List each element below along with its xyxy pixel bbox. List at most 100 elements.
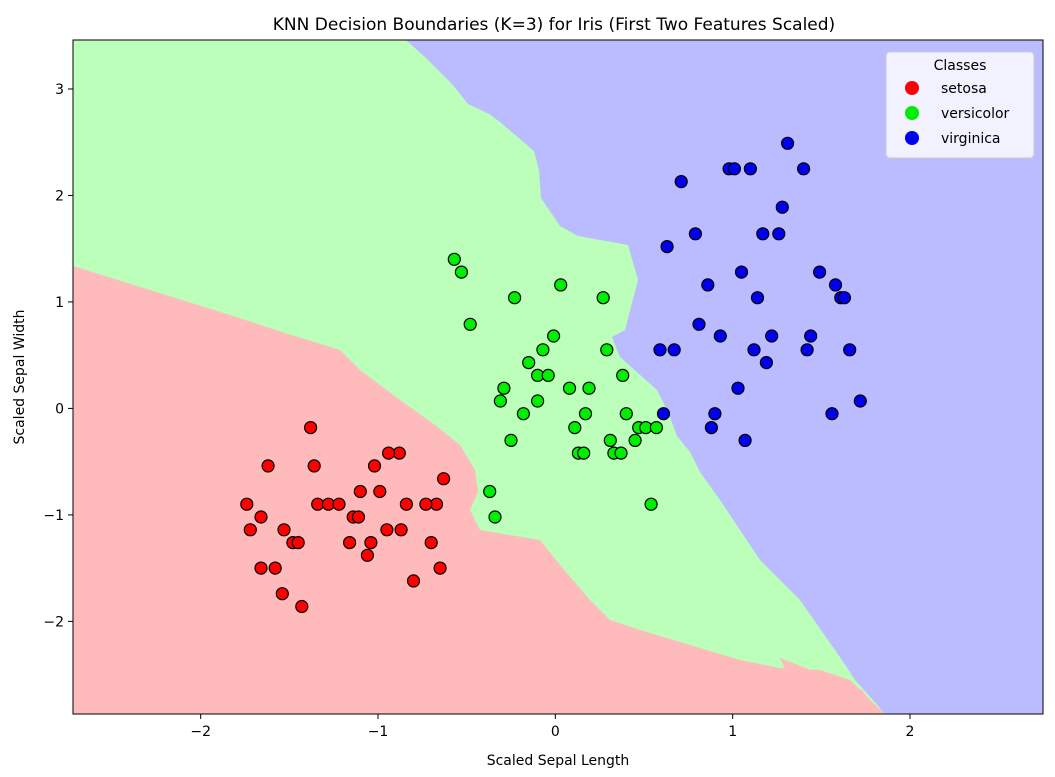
point-setosa-22 — [394, 523, 408, 537]
point-virginica-15 — [828, 278, 843, 292]
point-virginica-24 — [747, 343, 761, 357]
legend-marker-virginica — [905, 131, 919, 145]
point-versicolor-9 — [600, 343, 614, 357]
point-setosa-1 — [261, 459, 275, 473]
x-axis-label: Scaled Sepal Length — [487, 753, 630, 769]
point-versicolor-34 — [488, 510, 502, 524]
point-setosa-29 — [254, 561, 268, 575]
point-virginica-4 — [796, 162, 811, 176]
region-setosa-sliver — [780, 658, 880, 714]
point-virginica-34 — [738, 433, 752, 447]
point-virginica-19 — [713, 329, 727, 343]
point-versicolor-4 — [554, 278, 568, 292]
point-versicolor-0 — [447, 252, 461, 266]
point-setosa-27 — [424, 535, 438, 550]
point-versicolor-24 — [649, 421, 664, 435]
point-setosa-0 — [304, 421, 318, 435]
point-setosa-34 — [295, 599, 309, 614]
point-versicolor-21 — [568, 421, 582, 435]
point-versicolor-12 — [616, 368, 630, 382]
legend-box — [885, 51, 1035, 159]
y-tick-label: 1 — [55, 295, 64, 311]
point-setosa-2 — [307, 459, 321, 473]
point-versicolor-25 — [504, 433, 518, 447]
point-setosa-18 — [373, 484, 387, 499]
point-setosa-17 — [353, 484, 367, 499]
point-virginica-33 — [704, 421, 719, 435]
point-virginica-26 — [843, 343, 857, 357]
point-versicolor-18 — [516, 407, 531, 421]
point-virginica-2 — [727, 162, 742, 176]
legend-label-virginica: virginica — [941, 131, 1001, 147]
x-tick-label: 1 — [728, 724, 737, 740]
point-setosa-6 — [240, 497, 254, 511]
legend-marker-versicolor — [905, 106, 919, 120]
point-versicolor-6 — [546, 329, 561, 343]
point-virginica-20 — [765, 329, 779, 343]
point-setosa-12 — [419, 497, 433, 511]
y-tick-label: 3 — [55, 82, 64, 98]
point-virginica-0 — [780, 136, 795, 150]
point-virginica-25 — [800, 343, 814, 357]
point-versicolor-33 — [644, 497, 658, 511]
y-axis: −2 −1 0 1 2 3 — [43, 82, 73, 630]
point-virginica-28 — [731, 381, 745, 395]
point-virginica-31 — [825, 407, 839, 421]
x-tick-label: −1 — [368, 724, 389, 740]
point-setosa-24 — [291, 535, 305, 550]
point-setosa-9 — [332, 497, 346, 511]
point-virginica-32 — [853, 394, 867, 408]
point-virginica-30 — [708, 407, 722, 421]
point-setosa-30 — [268, 561, 282, 575]
point-versicolor-20 — [619, 407, 633, 421]
point-versicolor-13 — [497, 381, 511, 395]
point-virginica-21 — [804, 329, 818, 343]
point-virginica-3 — [743, 162, 758, 176]
point-virginica-8 — [688, 227, 703, 241]
point-versicolor-1 — [454, 265, 468, 279]
point-versicolor-14 — [562, 381, 577, 395]
point-versicolor-3 — [507, 291, 522, 305]
point-setosa-26 — [364, 535, 378, 550]
point-virginica-27 — [759, 356, 774, 370]
x-tick-label: −2 — [190, 724, 211, 740]
point-setosa-10 — [399, 497, 413, 511]
point-setosa-28 — [360, 548, 374, 562]
point-virginica-6 — [775, 200, 789, 214]
chart-title: KNN Decision Boundaries (K=3) for Iris (… — [273, 15, 835, 35]
point-virginica-7 — [660, 240, 674, 254]
y-tick-label: 2 — [55, 188, 64, 204]
x-axis: −2 −1 0 1 2 — [190, 714, 914, 740]
point-virginica-5 — [674, 175, 688, 189]
point-versicolor-26 — [603, 433, 617, 447]
point-virginica-29 — [656, 407, 671, 421]
plot-area — [72, 39, 1044, 715]
point-setosa-3 — [367, 459, 382, 473]
point-setosa-14 — [254, 510, 268, 524]
point-setosa-21 — [380, 523, 394, 537]
point-versicolor-11 — [541, 368, 555, 382]
point-setosa-32 — [406, 574, 421, 588]
point-setosa-13 — [437, 472, 451, 486]
point-versicolor-17 — [530, 394, 545, 408]
point-virginica-18 — [692, 317, 706, 331]
point-setosa-25 — [343, 535, 357, 550]
point-virginica-23 — [667, 343, 681, 357]
point-setosa-20 — [277, 523, 291, 537]
data-points — [240, 136, 867, 614]
point-versicolor-16 — [493, 394, 507, 408]
point-versicolor-7 — [536, 343, 550, 357]
point-versicolor-5 — [596, 291, 610, 305]
point-versicolor-29 — [577, 446, 591, 460]
legend-title: Classes — [934, 58, 987, 74]
region-setosa — [73, 266, 885, 714]
legend-label-versicolor: versicolor — [941, 106, 1010, 122]
point-virginica-10 — [772, 227, 786, 241]
point-versicolor-2 — [463, 317, 477, 331]
point-versicolor-15 — [582, 381, 596, 395]
legend: Classes setosa versicolor virginica — [885, 51, 1035, 159]
point-virginica-12 — [734, 265, 749, 279]
y-tick-label: −2 — [43, 614, 64, 630]
point-setosa-33 — [275, 587, 289, 601]
x-tick-label: 2 — [906, 724, 915, 740]
